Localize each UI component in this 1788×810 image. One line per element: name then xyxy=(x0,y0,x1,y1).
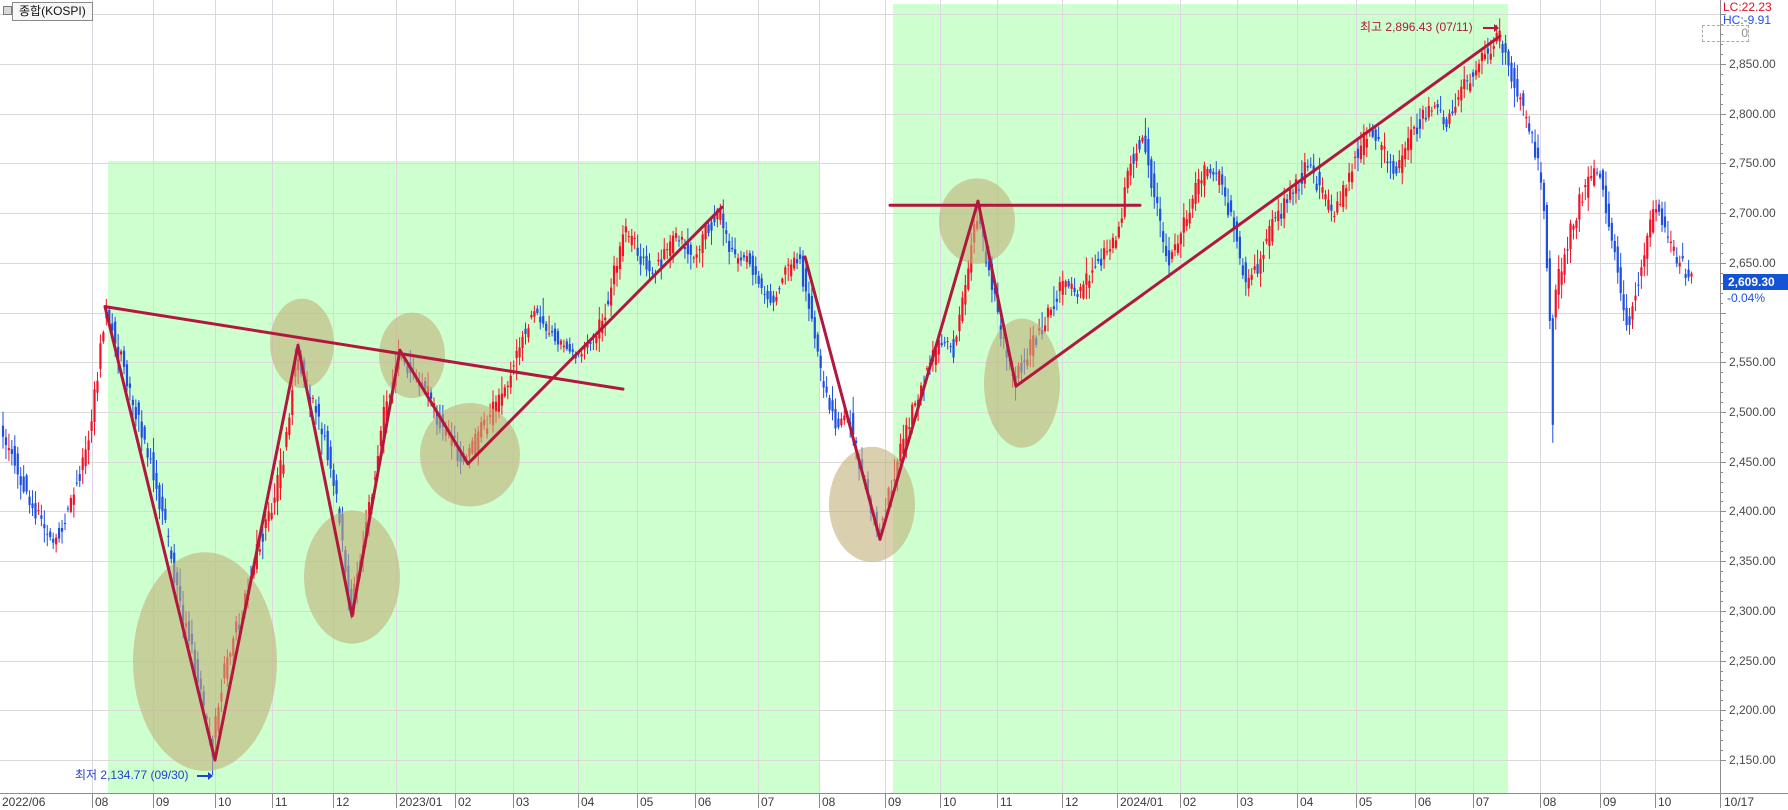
x-axis-label: 09 xyxy=(156,795,170,809)
x-axis-label: 2022/06 xyxy=(2,795,46,809)
y-axis-label: 2,450.00 xyxy=(1729,455,1776,469)
y-axis-label: 2,200.00 xyxy=(1729,703,1776,717)
x-axis-label: 2023/01 xyxy=(399,795,443,809)
y-axis-label: 2,750.00 xyxy=(1729,156,1776,170)
lc-value: LC:22.23 xyxy=(1723,0,1772,14)
last-price-badge: 2,609.30 xyxy=(1723,274,1788,290)
clipped-price-marker: 0 xyxy=(1702,25,1749,42)
pattern-circle xyxy=(270,298,334,389)
y-axis-label: 2,350.00 xyxy=(1729,554,1776,568)
trend-line xyxy=(213,343,300,762)
pattern-circle xyxy=(939,178,1015,264)
x-axis-label: 10 xyxy=(1658,795,1672,809)
x-axis-label: 2024/01 xyxy=(1120,795,1164,809)
x-axis-label: 11 xyxy=(275,795,288,809)
x-axis-label: 05 xyxy=(1359,795,1373,809)
x-axis-label: 06 xyxy=(1418,795,1432,809)
pattern-circle xyxy=(133,552,277,771)
y-axis-label: 2,850.00 xyxy=(1729,57,1776,71)
trend-line xyxy=(398,348,470,466)
symbol-chip[interactable]: 종합(KOSPI) xyxy=(12,2,93,21)
horizontal-gridlines xyxy=(0,14,1720,761)
y-axis-label: 2,500.00 xyxy=(1729,405,1776,419)
trend-line xyxy=(878,199,980,541)
x-axis-label: 06 xyxy=(698,795,712,809)
trend-line xyxy=(103,305,625,391)
x-axis-label: 11 xyxy=(1000,795,1013,809)
symbol-chip-label: 종합(KOSPI) xyxy=(19,4,86,18)
x-axis-label: 02 xyxy=(458,795,472,809)
trend-line xyxy=(103,305,217,762)
y-axis-label: 2,700.00 xyxy=(1729,206,1776,220)
x-axis-label: 10 xyxy=(218,795,232,809)
y-axis-label: 2,400.00 xyxy=(1729,504,1776,518)
clipped-price-fragment: 0 xyxy=(1741,26,1748,40)
trend-lines xyxy=(103,34,1502,762)
x-axis-label: 04 xyxy=(1300,795,1314,809)
x-axis-label: 07 xyxy=(761,795,775,809)
last-change-pct: -0.04% xyxy=(1727,291,1766,305)
y-axis-label: 2,250.00 xyxy=(1729,654,1776,668)
last-date-label: 10/17 xyxy=(1724,795,1755,809)
x-axis-label: 08 xyxy=(95,795,109,809)
x-axis-label: 02 xyxy=(1183,795,1197,809)
low-arrow-icon xyxy=(208,772,213,780)
y-axis-label: 2,300.00 xyxy=(1729,604,1776,618)
trend-line xyxy=(803,255,882,541)
x-axis-label: 05 xyxy=(640,795,654,809)
x-axis-label: 08 xyxy=(822,795,836,809)
y-axis-label: 2,150.00 xyxy=(1729,753,1776,767)
y-axis-label: 2,550.00 xyxy=(1729,355,1776,369)
trend-line xyxy=(466,205,724,466)
trend-line xyxy=(1014,34,1502,388)
highest-price-annotation: 최고 2,896.43 (07/11) xyxy=(1360,20,1473,34)
x-axis-label: 03 xyxy=(516,795,530,809)
x-axis-label: 09 xyxy=(888,795,902,809)
trend-line xyxy=(296,343,354,618)
window-mini-icon xyxy=(3,6,12,15)
pattern-circle xyxy=(420,403,520,507)
lowest-price-annotation: 최저 2,134.77 (09/30) xyxy=(75,768,189,782)
high-arrow-icon xyxy=(1494,24,1499,32)
x-axis-label: 09 xyxy=(1603,795,1617,809)
trend-line xyxy=(350,348,402,618)
x-axis-label: 04 xyxy=(581,795,595,809)
x-axis-label: 12 xyxy=(336,795,350,809)
pattern-circle xyxy=(304,510,400,644)
y-axis-label: 2,650.00 xyxy=(1729,256,1776,270)
x-axis-label: 07 xyxy=(1476,795,1490,809)
y-axis-label: 2,800.00 xyxy=(1729,107,1776,121)
annotation-arrows xyxy=(197,24,1499,780)
vertical-gridlines xyxy=(92,0,1656,793)
trend-line xyxy=(976,199,1018,388)
x-axis-label: 08 xyxy=(1543,795,1557,809)
x-axis-label: 10 xyxy=(943,795,957,809)
hc-value: HC:-9.91 xyxy=(1723,13,1772,27)
x-axis-label: 12 xyxy=(1065,795,1079,809)
x-axis-label: 03 xyxy=(1240,795,1254,809)
